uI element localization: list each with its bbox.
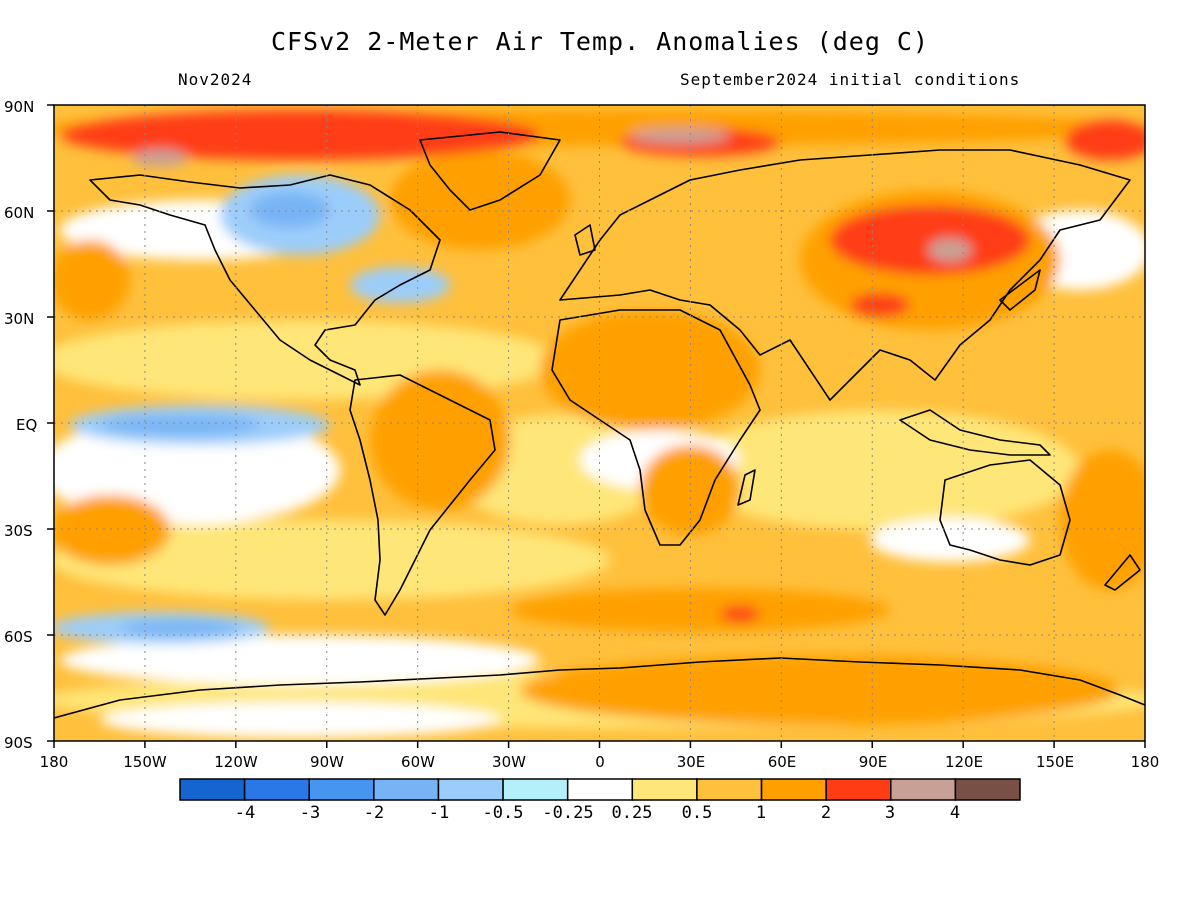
- field-orange-amazon: [370, 370, 510, 510]
- coast-south-america: [349, 374, 496, 616]
- colorbar-swatch: [373, 778, 440, 801]
- cbar-label-0-25: 0.25: [612, 803, 653, 823]
- field-blue-nino-core: [100, 415, 260, 435]
- coast-new-zealand: [1104, 554, 1141, 591]
- field-gray-arctic-w: [132, 149, 188, 167]
- colorbar-swatch: [954, 778, 1021, 801]
- colorbar-swatch: [760, 778, 827, 801]
- lon-label-150e: 150E: [1036, 753, 1074, 771]
- coast-greenland: [419, 131, 561, 211]
- field-blue-hudson: [250, 192, 330, 228]
- cbar-label-3: 3: [885, 803, 895, 823]
- colorbar-labels: -4 -3 -2 -1 -0.5 -0.25 0.25 0.5 1 2 3 4: [235, 803, 960, 823]
- lon-label-150w: 150W: [123, 753, 167, 771]
- lat-lon-grid: [54, 105, 1145, 741]
- lat-label-90n: 90N: [4, 98, 34, 116]
- coast-indonesia: [899, 409, 1051, 456]
- cbar-label-neg4: -4: [235, 803, 255, 823]
- lat-label-90s: 90S: [4, 734, 33, 752]
- lat-label-30n: 30N: [4, 310, 34, 328]
- lat-axis: 90N 60N 30N EQ 30S 60S 90S: [4, 98, 37, 752]
- colorbar-swatch: [179, 778, 246, 801]
- coast-japan: [999, 269, 1041, 311]
- field-orange-southern-indian: [510, 588, 890, 632]
- cbar-label-neg2: -2: [364, 803, 384, 823]
- coastlines: [54, 131, 1145, 719]
- axis-ticks: [47, 104, 1146, 748]
- lon-label-60e: 60E: [768, 753, 797, 771]
- cbar-label-1: 1: [756, 803, 766, 823]
- coast-antarctica: [54, 657, 1145, 719]
- lon-label-120e: 120E: [945, 753, 983, 771]
- cbar-label-neg0-25: -0.25: [542, 803, 593, 823]
- field-red-tibet: [850, 293, 910, 317]
- field-white-w-australia: [870, 518, 1030, 562]
- colorbar-swatch: [696, 778, 763, 801]
- coast-british-isles: [574, 224, 596, 256]
- lat-label-eq: EQ: [16, 416, 37, 434]
- field-white-antarctica-w: [100, 702, 500, 738]
- lat-label-60n: 60N: [4, 204, 34, 222]
- colorbar-swatch: [825, 778, 892, 801]
- lon-label-180e: 180: [1131, 753, 1160, 771]
- lon-label-90e: 90E: [859, 753, 888, 771]
- field-white-southern-ocean: [60, 635, 540, 685]
- colorbar-swatch: [308, 778, 375, 801]
- coast-eurasia: [559, 149, 1131, 401]
- lat-label-30s: 30S: [4, 522, 33, 540]
- field-blue-southern-core: [120, 620, 240, 636]
- lon-label-60w: 60W: [401, 753, 435, 771]
- cbar-label-neg1: -1: [429, 803, 449, 823]
- lon-label-30w: 30W: [492, 753, 526, 771]
- field-gray-arctic-e: [630, 128, 730, 144]
- lon-label-180w: 180: [40, 753, 69, 771]
- anomaly-field: [54, 105, 1145, 741]
- field-orange-antarctica-e: [520, 655, 1120, 725]
- cbar-label-0-5: 0.5: [682, 803, 713, 823]
- lon-label-30e: 30E: [677, 753, 706, 771]
- colorbar-swatch: [566, 778, 634, 801]
- lon-label-120w: 120W: [214, 753, 258, 771]
- cbar-label-neg3: -3: [300, 803, 320, 823]
- coast-north-america: [89, 174, 441, 386]
- field-orange-africa-n: [540, 310, 760, 430]
- init-conditions-label: September2024 initial conditions: [680, 70, 1021, 89]
- field-red-arctic-dateline: [1065, 120, 1145, 160]
- field-red-siberia: [830, 205, 1030, 275]
- cbar-label-2: 2: [821, 803, 831, 823]
- colorbar-swatch: [437, 778, 504, 801]
- field-orange-n-pacific-w: [54, 240, 130, 320]
- coast-madagascar: [737, 469, 756, 506]
- field-orange-tasman: [1060, 450, 1145, 590]
- field-red-arctic-w: [60, 110, 540, 160]
- cbar-label-neg0-5: -0.5: [483, 803, 524, 823]
- valid-month-label: Nov2024: [178, 70, 253, 89]
- colorbar-swatch: [243, 778, 310, 801]
- cbar-label-4: 4: [950, 803, 960, 823]
- lon-label-0: 0: [595, 753, 605, 771]
- field-orange-s-pacific-w: [54, 495, 170, 565]
- colorbar-swatch: [502, 778, 569, 801]
- field-orange-greenland: [390, 150, 570, 250]
- colorbar: [179, 778, 1021, 801]
- map-title: CFSv2 2-Meter Air Temp. Anomalies (deg C…: [270, 27, 930, 56]
- field-red-southern-indian: [720, 606, 760, 622]
- lon-axis: 180 150W 120W 90W 60W 30W 0 30E 60E 90E …: [40, 753, 1160, 771]
- field-light-band-s-pacific: [54, 520, 610, 600]
- colorbar-swatch: [890, 778, 957, 801]
- colorbar-swatch: [631, 778, 698, 801]
- coast-australia: [939, 459, 1071, 566]
- lat-label-60s: 60S: [4, 628, 33, 646]
- lon-label-90w: 90W: [310, 753, 344, 771]
- field-gray-siberia: [928, 238, 972, 262]
- field-light-indian-ocean: [680, 410, 1080, 530]
